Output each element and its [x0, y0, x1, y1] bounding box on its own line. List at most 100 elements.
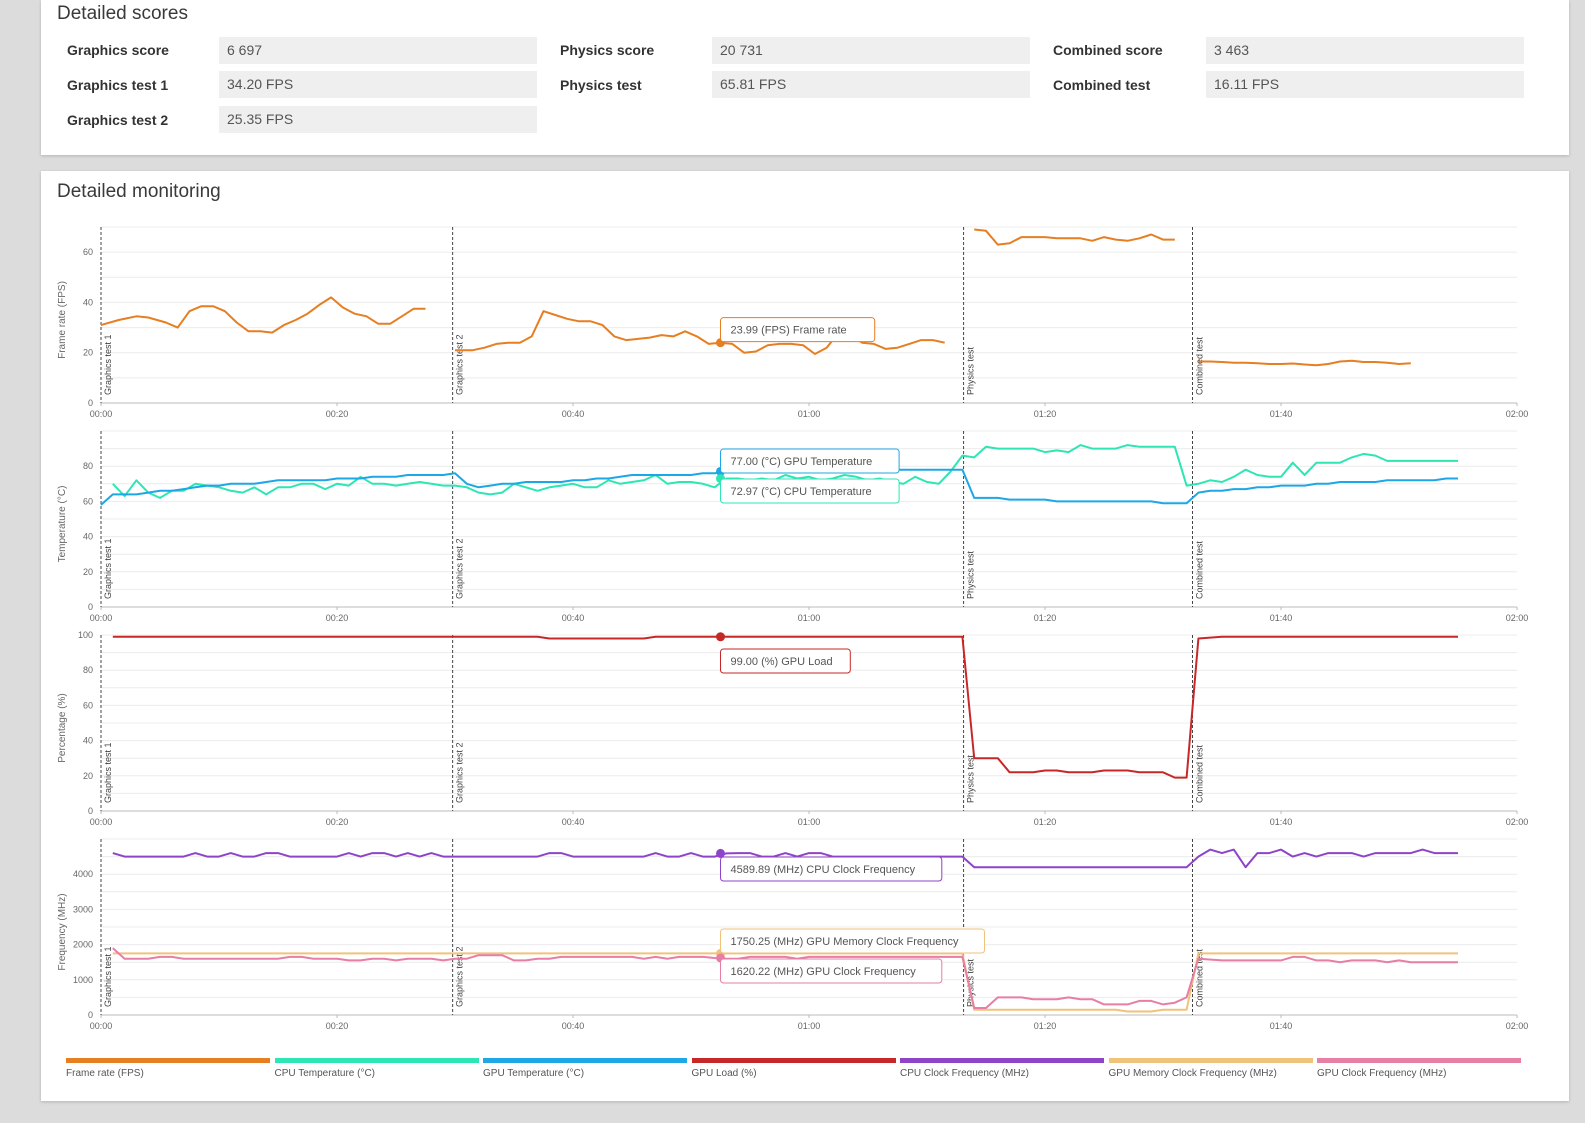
tooltip-box — [720, 648, 851, 674]
legend-label: CPU Temperature (°C) — [274, 1068, 376, 1079]
graphics-test-1-value: 34.20 FPS — [219, 71, 537, 98]
legend-item[interactable]: CPU Temperature (°C) — [274, 1058, 479, 1079]
tooltip-box — [720, 317, 876, 343]
physics-score-label: Physics score — [560, 42, 655, 58]
y-tick-label: 60 — [83, 496, 93, 506]
legend-swatch — [66, 1058, 270, 1063]
legend-item[interactable]: GPU Clock Frequency (MHz) — [1317, 1058, 1521, 1079]
x-tick-label: 01:40 — [1270, 409, 1293, 419]
series-line-gpu-load — [112, 635, 1458, 779]
legend-item[interactable]: CPU Clock Frequency (MHz) — [900, 1058, 1104, 1079]
x-tick-label: 00:00 — [90, 613, 113, 623]
test-marker-label: Graphics test 2 — [455, 334, 465, 395]
series-line-gpu-mem-clock — [112, 952, 1458, 1013]
test-marker-label: Graphics test 2 — [455, 946, 465, 1007]
tooltip-box — [720, 928, 985, 954]
series-line-fps — [455, 310, 945, 355]
x-tick-label: 01:20 — [1034, 1021, 1057, 1031]
tooltip-text: 77.00 (°C) GPU Temperature — [731, 456, 873, 468]
series-line-cpu-temp — [112, 444, 1458, 499]
x-tick-label: 00:20 — [326, 409, 349, 419]
series-line-fps — [1198, 359, 1411, 367]
legend-label: GPU Load (%) — [691, 1068, 757, 1079]
x-tick-label: 00:40 — [562, 1021, 585, 1031]
x-tick-label: 00:20 — [326, 613, 349, 623]
legend-label: GPU Memory Clock Frequency (MHz) — [1108, 1068, 1277, 1079]
test-marker-label: Graphics test 1 — [103, 538, 113, 599]
legend-swatch — [1108, 1058, 1313, 1063]
cursor-point — [716, 632, 725, 642]
legend-item[interactable]: GPU Load (%) — [691, 1058, 896, 1079]
tooltip-text: 4589.89 (MHz) CPU Clock Frequency — [731, 864, 916, 876]
x-tick-label: 01:20 — [1034, 613, 1057, 623]
legend-swatch — [274, 1058, 479, 1063]
combined-test-value: 16.11 FPS — [1206, 71, 1524, 98]
x-tick-label: 00:40 — [562, 409, 585, 419]
y-tick-label: 20 — [83, 567, 93, 577]
detailed-scores-panel: Detailed scores Graphics score 6 697 Phy… — [41, 0, 1569, 155]
y-tick-label: 80 — [83, 461, 93, 471]
legend-item[interactable]: GPU Temperature (°C) — [483, 1058, 687, 1079]
y-tick-label: 40 — [83, 297, 93, 307]
y-tick-label: 0 — [88, 1010, 93, 1020]
x-tick-label: 02:00 — [1506, 613, 1529, 623]
series-line-fps — [100, 296, 426, 334]
test-marker-label: Combined test — [1195, 948, 1205, 1007]
legend-label: GPU Temperature (°C) — [483, 1068, 585, 1079]
combined-score-value: 3 463 — [1206, 37, 1524, 64]
tooltip-box — [720, 958, 943, 984]
x-tick-label: 01:40 — [1270, 1021, 1293, 1031]
y-axis-label: Frame rate (FPS) — [57, 281, 68, 359]
x-tick-label: 00:40 — [562, 817, 585, 827]
test-marker-label: Combined test — [1195, 540, 1205, 599]
test-marker-label: Physics test — [966, 958, 976, 1007]
x-tick-label: 00:20 — [326, 817, 349, 827]
y-axis-label: Frequency (MHz) — [57, 893, 68, 970]
monitoring-title: Detailed monitoring — [57, 181, 221, 202]
test-marker-label: Graphics test 2 — [455, 742, 465, 803]
physics-test-label: Physics test — [560, 77, 642, 93]
series-line-cpu-clock — [112, 848, 1458, 869]
test-marker-label: Physics test — [966, 550, 976, 599]
test-marker-label: Graphics test 1 — [103, 742, 113, 803]
test-marker-label: Graphics test 1 — [103, 334, 113, 395]
combined-score-label: Combined score — [1053, 42, 1163, 58]
legend-item[interactable]: Frame rate (FPS) — [66, 1058, 270, 1079]
y-tick-label: 3000 — [73, 904, 93, 914]
legend-label: GPU Clock Frequency (MHz) — [1317, 1068, 1447, 1079]
physics-test-value: 65.81 FPS — [712, 71, 1030, 98]
x-tick-label: 01:00 — [798, 817, 821, 827]
legend-item[interactable]: GPU Memory Clock Frequency (MHz) — [1108, 1058, 1313, 1079]
tooltip-box — [720, 478, 900, 504]
x-tick-label: 00:00 — [90, 409, 113, 419]
y-tick-label: 2000 — [73, 940, 93, 950]
tooltip-text: 1750.25 (MHz) GPU Memory Clock Frequency — [731, 936, 960, 948]
cursor-point — [716, 848, 725, 858]
x-tick-label: 01:00 — [798, 1021, 821, 1031]
x-tick-label: 02:00 — [1506, 817, 1529, 827]
tooltip-box — [720, 856, 943, 882]
series-line-fps — [974, 228, 1175, 246]
legend-label: CPU Clock Frequency (MHz) — [900, 1068, 1029, 1079]
y-tick-label: 4000 — [73, 869, 93, 879]
y-tick-label: 40 — [83, 736, 93, 746]
test-marker-label: Physics test — [966, 754, 976, 803]
test-marker-label: Combined test — [1195, 336, 1205, 395]
y-tick-label: 20 — [83, 771, 93, 781]
tooltip-text: 72.97 (°C) CPU Temperature — [731, 486, 872, 498]
graphics-test-2-value: 25.35 FPS — [219, 106, 537, 133]
legend-swatch — [1317, 1058, 1521, 1063]
graphics-score-label: Graphics score — [67, 42, 169, 58]
graphics-test-1-label: Graphics test 1 — [67, 77, 169, 93]
test-marker-label: Combined test — [1195, 744, 1205, 803]
y-tick-label: 0 — [88, 602, 93, 612]
y-tick-label: 0 — [88, 806, 93, 816]
y-tick-label: 0 — [88, 398, 93, 408]
tooltip-text: 1620.22 (MHz) GPU Clock Frequency — [731, 966, 917, 978]
y-axis-label: Percentage (%) — [57, 693, 68, 762]
combined-test-label: Combined test — [1053, 77, 1151, 93]
legend-swatch — [483, 1058, 687, 1063]
y-tick-label: 1000 — [73, 975, 93, 985]
scores-title: Detailed scores — [57, 3, 188, 24]
